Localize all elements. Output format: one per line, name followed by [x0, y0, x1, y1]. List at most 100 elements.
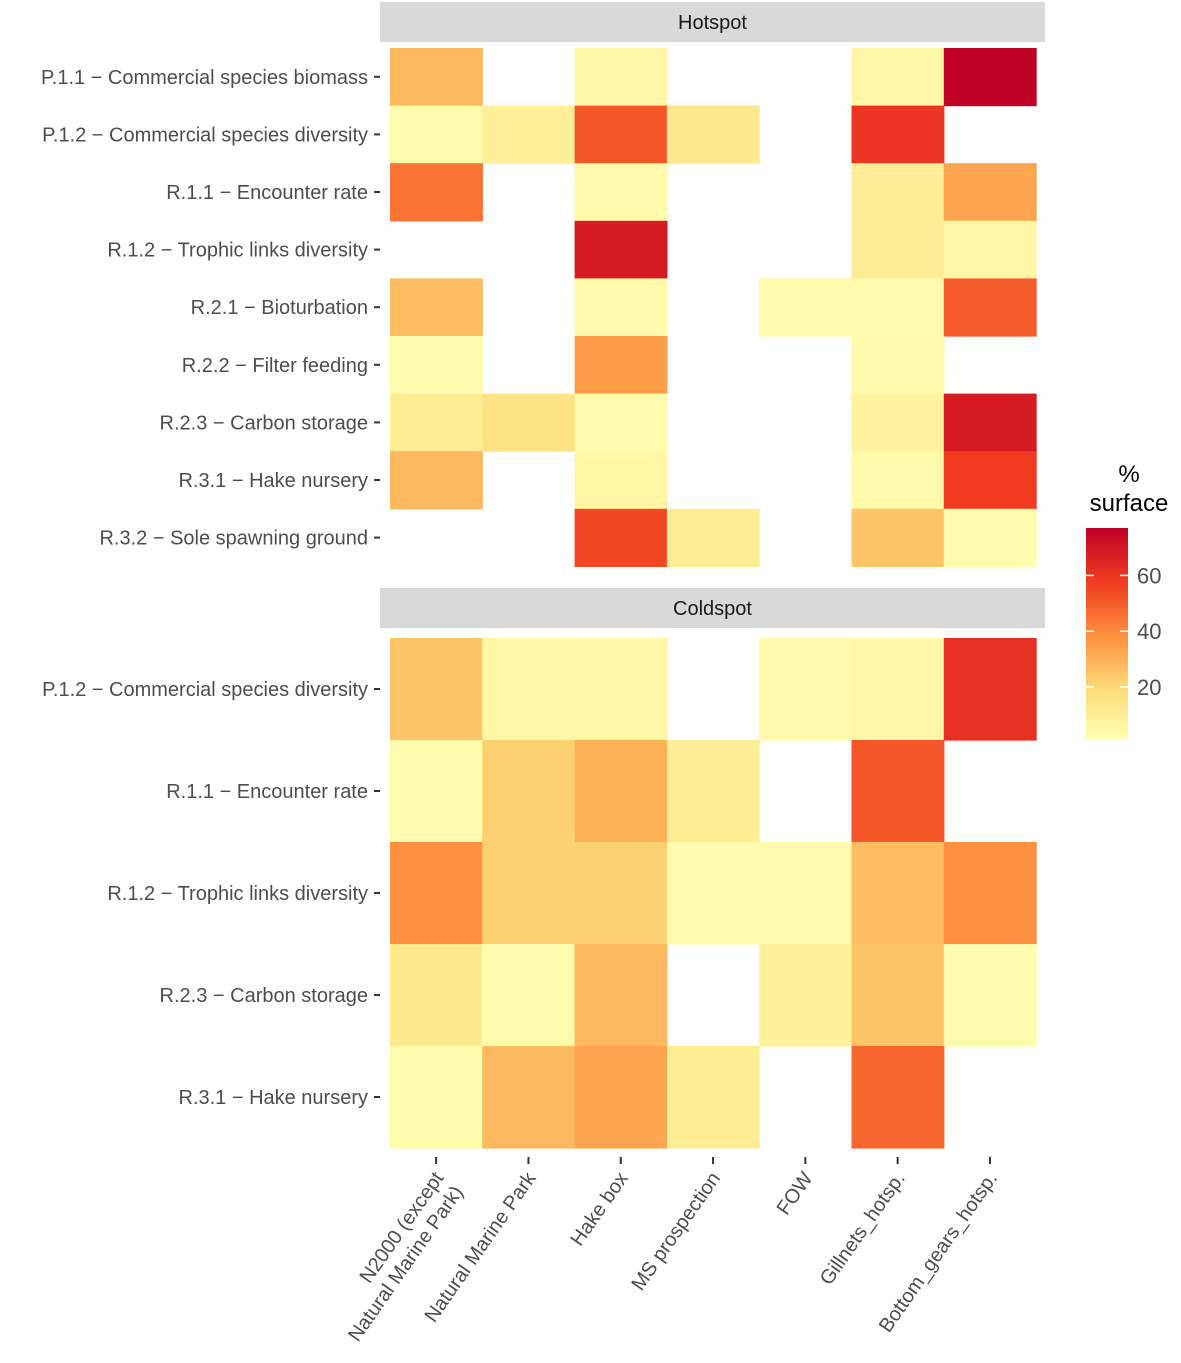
x-tick-label-line: Gillnets_hotsp.: [816, 1168, 910, 1289]
heatmap-cell: [574, 163, 668, 222]
heatmap-cell: [851, 638, 945, 741]
heatmap-cell: [390, 105, 483, 164]
panel-title: Hotspot: [678, 12, 747, 34]
heatmap-cell: [851, 1046, 945, 1149]
y-tick-label: R.1.1 − Encounter rate: [166, 182, 368, 204]
heatmap-cell: [851, 336, 945, 395]
y-tick-label: R.1.1 − Encounter rate: [166, 781, 368, 803]
heatmap-cell: [943, 48, 1037, 107]
heatmap-cell: [390, 163, 483, 222]
heatmap-cell: [851, 740, 945, 843]
heatmap-cell: [759, 278, 853, 337]
x-tick-label-line: Hake box: [566, 1168, 632, 1250]
legend-tick-label: 40: [1137, 619, 1161, 644]
heatmap-cell: [943, 278, 1037, 337]
heatmap-cell: [482, 842, 576, 945]
y-tick-label: P.1.2 − Commercial species diversity: [42, 124, 368, 146]
y-tick-label: R.1.2 − Trophic links diversity: [107, 883, 368, 905]
panel-strip-hotspot: [380, 2, 1045, 42]
heatmap-cell: [390, 842, 483, 945]
heatmap-cell: [851, 105, 945, 164]
legend-title: %: [1118, 461, 1139, 488]
heatmap-cell: [390, 740, 483, 843]
heatmap-cell: [574, 451, 668, 510]
y-tick-label: R.2.2 − Filter feeding: [182, 355, 368, 377]
heatmap-cell: [574, 508, 668, 567]
heatmap-cell: [574, 105, 668, 164]
heatmap-cell: [390, 638, 483, 741]
heatmap-cell: [666, 740, 760, 843]
heatmap-cell: [574, 220, 668, 279]
heatmap-cell: [851, 163, 945, 222]
legend-title: surface: [1090, 490, 1169, 517]
heatmap-cell: [574, 393, 668, 452]
y-tick-label: R.2.1 − Bioturbation: [191, 297, 368, 319]
heatmap-cell: [390, 393, 483, 452]
y-tick-label: R.3.2 − Sole spawning ground: [99, 528, 368, 550]
heatmap-cell: [759, 842, 853, 945]
heatmap-cell: [574, 1046, 668, 1149]
x-tick-label: N2000 (exceptNatural Marine Park): [324, 1168, 468, 1346]
heatmap-cell: [851, 508, 945, 567]
heatmap-cell: [390, 336, 483, 395]
panel-title: Coldspot: [673, 598, 752, 620]
y-tick-label: P.1.2 − Commercial species diversity: [42, 679, 368, 701]
legend-colorbar: [1086, 528, 1128, 740]
heatmap-cell: [943, 220, 1037, 279]
heatmap-cell: [851, 393, 945, 452]
heatmap-cell: [574, 278, 668, 337]
y-tick-label: R.1.2 − Trophic links diversity: [107, 240, 368, 262]
heatmap-cell: [943, 944, 1037, 1047]
heatmap-cell: [851, 944, 945, 1047]
y-tick-label: P.1.1 − Commercial species biomass: [41, 67, 368, 89]
heatmap-cell: [943, 508, 1037, 567]
heatmap-cell: [759, 638, 853, 741]
heatmap-cell: [574, 842, 668, 945]
heatmap-cell: [482, 944, 576, 1047]
x-tick-label: MS prospection: [627, 1168, 725, 1294]
x-tick-label: Hake box: [566, 1168, 632, 1250]
heatmap-cell: [482, 740, 576, 843]
heatmap-cell: [851, 220, 945, 279]
heatmap-cell: [759, 944, 853, 1047]
heatmap-cell: [390, 451, 483, 510]
heatmap-cell: [666, 842, 760, 945]
x-tick-label-line: FOW: [773, 1168, 818, 1219]
heatmap-cell: [482, 105, 576, 164]
heatmap-cell: [943, 638, 1037, 741]
heatmap-cell: [943, 393, 1037, 452]
legend-tick-label: 60: [1137, 563, 1161, 588]
heatmap-cell: [666, 508, 760, 567]
y-tick-label: R.3.1 − Hake nursery: [178, 470, 368, 492]
heatmap-cell: [574, 638, 668, 741]
heatmap-cell: [574, 336, 668, 395]
heatmap-cell: [574, 48, 668, 107]
y-tick-label: R.3.1 − Hake nursery: [178, 1087, 368, 1109]
heatmap-cell: [666, 105, 760, 164]
heatmap-cell: [574, 740, 668, 843]
heatmap-cell: [943, 451, 1037, 510]
x-tick-label-line: MS prospection: [627, 1168, 725, 1294]
y-tick-label: R.2.3 − Carbon storage: [160, 985, 368, 1007]
panel-strip-coldspot: [380, 588, 1045, 628]
heatmap-cell: [943, 842, 1037, 945]
heatmap-cell: [482, 638, 576, 741]
heatmap-cell: [851, 451, 945, 510]
legend-tick-label: 20: [1137, 675, 1161, 700]
heatmap-cell: [482, 1046, 576, 1149]
heatmap-cell: [574, 944, 668, 1047]
heatmap-cell: [943, 163, 1037, 222]
heatmap-cell: [390, 944, 483, 1047]
heatmap-cell: [851, 278, 945, 337]
heatmap-cell: [390, 48, 483, 107]
y-tick-label: R.2.3 − Carbon storage: [160, 412, 368, 434]
x-tick-label: FOW: [773, 1168, 818, 1219]
heatmap-cell: [482, 393, 576, 452]
heatmap-cell: [851, 842, 945, 945]
x-tick-label: Gillnets_hotsp.: [816, 1168, 910, 1289]
heatmap-cell: [390, 1046, 483, 1149]
heatmap-cell: [851, 48, 945, 107]
heatmap-cell: [666, 1046, 760, 1149]
heatmap-cell: [390, 278, 483, 337]
